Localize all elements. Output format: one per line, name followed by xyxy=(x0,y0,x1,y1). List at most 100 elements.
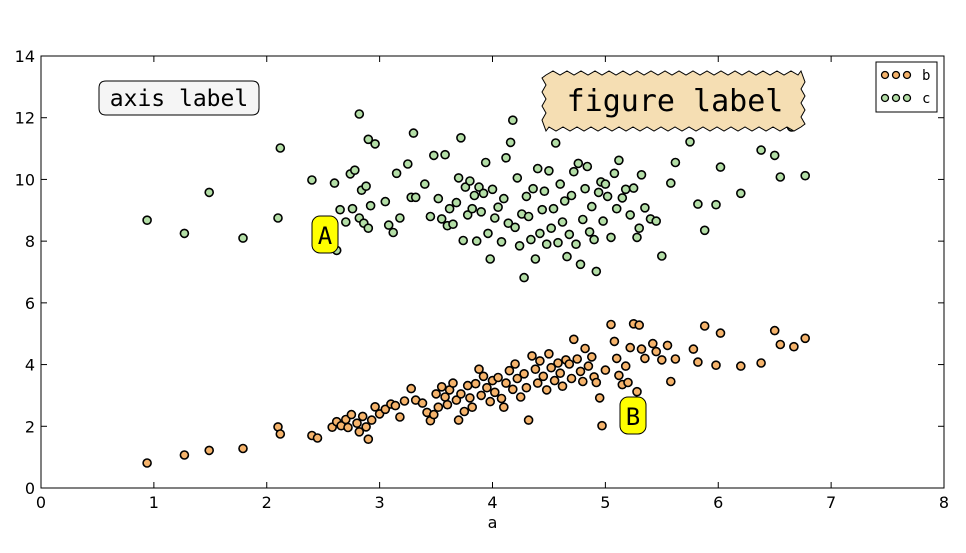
x-tick-label: 0 xyxy=(36,493,46,512)
annotation-a-box xyxy=(311,215,339,254)
point-c xyxy=(514,241,525,251)
point-c xyxy=(600,179,611,189)
point-c xyxy=(634,223,645,233)
point-b xyxy=(442,399,453,410)
legend-marker-c-2 xyxy=(891,93,901,103)
point-c xyxy=(335,204,345,215)
points-layer xyxy=(142,109,811,468)
point-c xyxy=(640,203,650,213)
point-b xyxy=(538,371,549,382)
y-tick-label: 12 xyxy=(15,109,35,128)
point-c xyxy=(519,272,529,283)
point-c xyxy=(555,179,566,189)
point-b xyxy=(482,382,492,393)
point-c xyxy=(489,213,500,223)
point-b xyxy=(417,398,428,408)
point-c xyxy=(480,157,491,168)
point-c xyxy=(566,190,577,201)
point-c xyxy=(651,216,662,226)
point-b xyxy=(530,364,541,375)
legend-marker-c-1 xyxy=(880,93,890,103)
point-b xyxy=(467,402,478,413)
point-c xyxy=(458,235,469,246)
point-c xyxy=(769,150,780,161)
point-c xyxy=(715,162,726,172)
point-b xyxy=(544,348,554,359)
point-b xyxy=(366,415,377,425)
point-b xyxy=(370,401,380,412)
point-c xyxy=(557,217,568,227)
point-b xyxy=(591,377,602,388)
point-b xyxy=(769,325,780,336)
point-b xyxy=(711,360,721,371)
legend-marker-b-1 xyxy=(880,70,890,80)
point-b xyxy=(470,378,481,389)
point-c xyxy=(539,186,550,196)
point-b xyxy=(448,378,458,388)
point-c xyxy=(467,203,478,214)
point-b xyxy=(510,359,520,369)
point-b xyxy=(275,429,286,439)
point-c xyxy=(503,218,514,228)
point-c xyxy=(365,200,376,211)
point-b xyxy=(451,395,462,405)
point-b xyxy=(238,443,248,454)
point-c xyxy=(273,213,283,223)
x-tick-label: 7 xyxy=(826,493,836,512)
point-b xyxy=(549,375,560,386)
point-c xyxy=(453,173,464,183)
point-c xyxy=(436,214,447,224)
y-tick-label: 14 xyxy=(15,47,35,66)
point-b xyxy=(625,342,636,353)
point-b xyxy=(204,445,214,456)
point-c xyxy=(559,196,570,206)
point-b xyxy=(406,383,417,394)
y-tick-label: 4 xyxy=(25,356,35,375)
series-c xyxy=(142,109,811,283)
point-c xyxy=(460,182,471,192)
point-c xyxy=(593,187,604,198)
point-c xyxy=(523,211,534,222)
point-c xyxy=(465,176,475,186)
point-c xyxy=(425,211,436,222)
point-c xyxy=(440,149,450,160)
point-c xyxy=(419,179,430,189)
point-c xyxy=(493,202,503,212)
y-tick-label: 6 xyxy=(25,294,35,313)
point-c xyxy=(275,143,286,153)
point-b xyxy=(142,458,152,468)
point-c xyxy=(528,183,538,194)
x-tick-label: 8 xyxy=(939,493,949,512)
point-b xyxy=(614,370,624,381)
point-c xyxy=(474,182,484,192)
point-b xyxy=(390,400,401,411)
point-c xyxy=(307,175,317,185)
point-c xyxy=(505,137,516,148)
point-b xyxy=(583,361,594,371)
point-b xyxy=(634,320,645,330)
point-b xyxy=(504,365,515,376)
point-b xyxy=(715,328,726,338)
point-c xyxy=(665,178,676,188)
annotation-a-text: A xyxy=(318,222,333,250)
x-tick-label: 4 xyxy=(487,493,497,512)
point-c xyxy=(628,183,639,193)
point-c xyxy=(553,237,563,248)
point-c xyxy=(526,234,536,245)
point-b xyxy=(433,402,444,413)
point-c xyxy=(602,191,613,202)
point-c xyxy=(451,197,462,208)
point-b xyxy=(456,389,466,399)
point-b xyxy=(459,406,470,417)
point-c xyxy=(575,259,586,270)
point-c xyxy=(329,178,340,188)
x-tick-label: 3 xyxy=(375,493,385,512)
point-b xyxy=(465,393,475,403)
legend-marker-b-3 xyxy=(902,70,912,80)
point-c xyxy=(462,210,473,220)
point-b xyxy=(519,368,529,379)
point-b xyxy=(523,415,534,425)
point-b xyxy=(527,351,537,361)
point-c xyxy=(507,115,518,125)
